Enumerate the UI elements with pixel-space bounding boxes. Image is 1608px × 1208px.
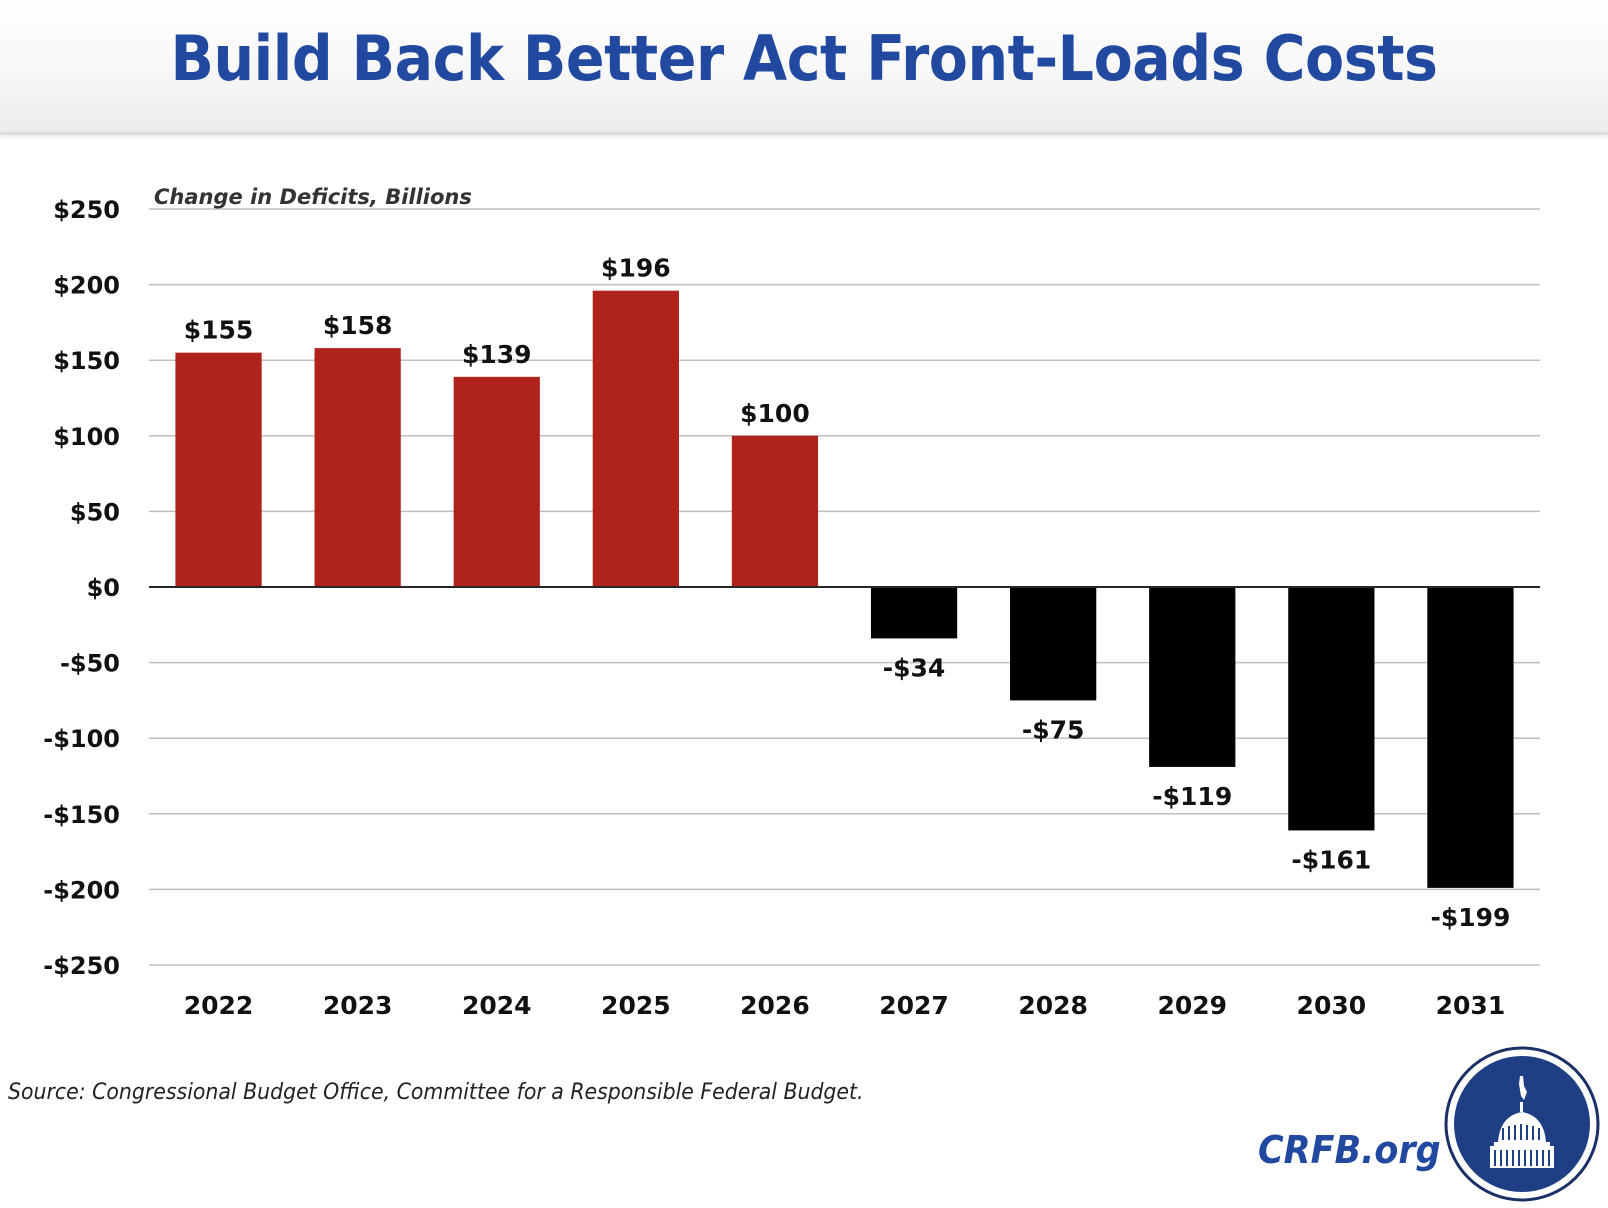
y-tick-label: -$50 <box>60 650 120 678</box>
x-tick-label: 2022 <box>184 991 254 1020</box>
x-tick-label: 2023 <box>323 991 393 1020</box>
x-tick-label: 2031 <box>1436 991 1506 1020</box>
x-tick-label: 2027 <box>879 991 949 1020</box>
data-label: $196 <box>601 254 671 283</box>
data-label: -$34 <box>883 653 946 682</box>
y-tick-label: -$250 <box>43 952 120 980</box>
y-tick-label: $100 <box>53 423 120 451</box>
y-tick-label: $150 <box>53 347 120 375</box>
x-tick-label: 2024 <box>462 991 532 1020</box>
x-tick-label: 2030 <box>1297 991 1367 1020</box>
bar-2025 <box>592 290 679 587</box>
bars <box>175 290 1514 888</box>
data-label: -$75 <box>1022 715 1085 744</box>
x-tick-label: 2029 <box>1157 991 1227 1020</box>
y-tick-label: $200 <box>53 272 120 300</box>
x-tick-label: 2025 <box>601 991 671 1020</box>
header-banner: Build Back Better Act Front-Loads Costs <box>0 0 1608 135</box>
y-axis-ticks: $250 $200 $150 $100 $50 $0 -$50 -$100 -$150 -$200… <box>43 196 120 980</box>
bar-2031 <box>1427 587 1514 888</box>
bar-2029 <box>1149 587 1236 767</box>
data-label: -$199 <box>1430 903 1510 932</box>
brand-link[interactable]: CRFB.org <box>1258 1128 1441 1172</box>
y-tick-label: $0 <box>87 574 120 602</box>
x-tick-label: 2028 <box>1018 991 1088 1020</box>
y-tick-label: $250 <box>53 196 120 224</box>
x-tick-label: 2026 <box>740 991 810 1020</box>
bar-2022 <box>175 352 262 587</box>
data-label: $100 <box>740 399 810 428</box>
bar-2027 <box>870 587 958 639</box>
y-tick-label: -$150 <box>43 801 120 829</box>
x-axis-ticks: 2022 2023 2024 2025 2026 2027 2028 2029 2030 2031 <box>184 991 1505 1020</box>
data-label: -$161 <box>1291 845 1371 874</box>
bar-2030 <box>1288 587 1375 831</box>
data-label: $139 <box>462 340 532 369</box>
y-tick-label: $50 <box>70 498 120 526</box>
y-axis-label: Change in Deficits, Billions <box>154 185 472 209</box>
bar-2024 <box>453 376 540 587</box>
data-labels: $155 $158 $139 $196 $100 -$34 -$75 -$119 -$161 -$… <box>184 254 1511 932</box>
y-tick-label: -$200 <box>43 876 120 904</box>
source-note: Source: Congressional Budget Office, Com… <box>8 1080 864 1105</box>
data-label: $155 <box>184 316 254 345</box>
data-label: $158 <box>323 311 393 340</box>
y-tick-label: -$100 <box>43 725 120 753</box>
capitol-dome-seal-icon <box>1444 1046 1600 1202</box>
bar-2026 <box>731 435 819 587</box>
bar-2028 <box>1010 587 1097 701</box>
chart-title: Build Back Better Act Front-Loads Costs <box>170 22 1438 95</box>
bar-2023 <box>314 348 401 587</box>
data-label: -$119 <box>1152 782 1232 811</box>
